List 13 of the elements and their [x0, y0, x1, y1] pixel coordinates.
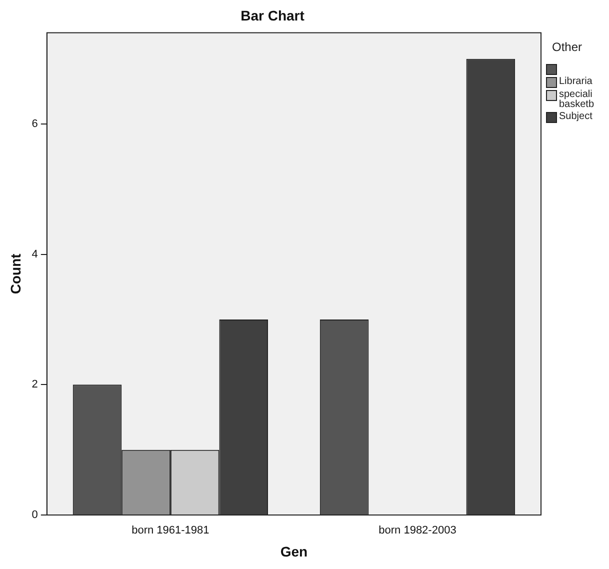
legend-title: Other [552, 40, 584, 54]
y-axis-title: Count [7, 253, 24, 294]
y-tick-label: 4 [32, 248, 38, 260]
y-tick-label: 0 [32, 509, 38, 522]
legend-label: Subject [559, 111, 594, 122]
y-tick-label: 2 [32, 378, 38, 391]
legend-label: Libraria [559, 76, 594, 87]
x-axis-title: Gen [280, 543, 308, 560]
x-tick-label: born 1982-2003 [378, 524, 456, 537]
y-tick-label: 6 [32, 118, 38, 130]
chart-title: Bar Chart [240, 7, 305, 24]
x-tick-label: born 1961-1981 [132, 524, 210, 537]
legend-label: speciali basketb [559, 89, 596, 110]
